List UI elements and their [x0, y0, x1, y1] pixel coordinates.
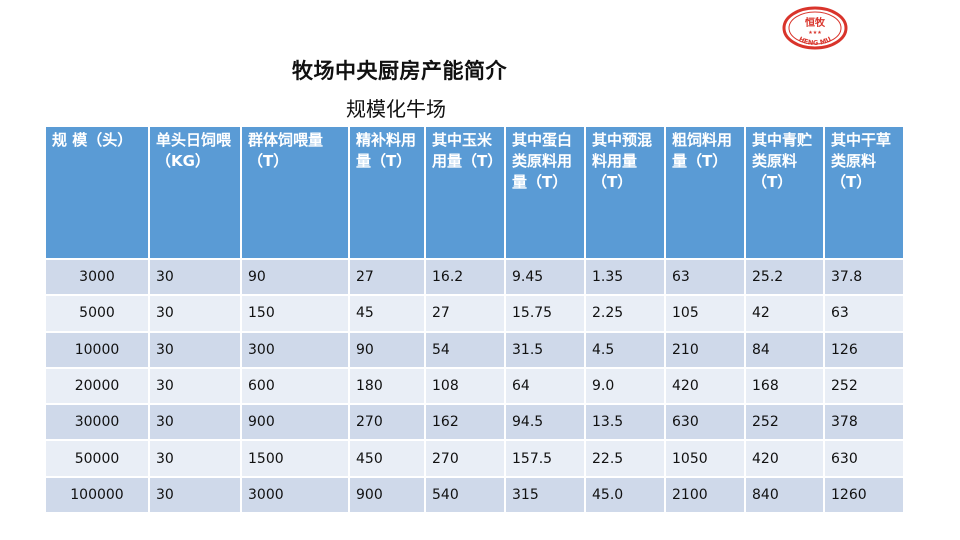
table-row: 5000 30 150 45 27 15.75 2.25 105 42 63	[44, 294, 905, 333]
table-cell: 31.5	[504, 330, 586, 369]
capacity-table: 规 模（头） 单头日饲喂（KG） 群体饲喂量（T） 精补料用量（T） 其中玉米用…	[44, 125, 905, 515]
table-cell: 27	[348, 257, 426, 297]
table-cell: 1260	[823, 475, 905, 515]
table-cell: 9.0	[584, 366, 666, 406]
table-row: 100000 30 3000 900 540 315 45.0 2100 840 1260	[44, 475, 905, 515]
table-cell: 15.75	[504, 294, 586, 333]
table-cell: 210	[664, 330, 746, 369]
table-cell: 16.2	[424, 257, 506, 297]
table-cell: 540	[424, 475, 506, 515]
table-cell: 63	[823, 294, 905, 333]
table-cell: 630	[823, 439, 905, 478]
table-cell: 180	[348, 366, 426, 406]
table-cell: 45.0	[584, 475, 666, 515]
table-cell: 300	[240, 330, 350, 369]
company-logo: 恒牧 ★★★ HENG MU	[782, 6, 848, 50]
table-cell: 105	[664, 294, 746, 333]
table-cell: 1500	[240, 439, 350, 478]
table-cell: 900	[348, 475, 426, 515]
table-cell: 30000	[44, 403, 150, 442]
table-cell: 30	[148, 475, 242, 515]
table-row: 30000 30 900 270 162 94.5 13.5 630 252 378	[44, 403, 905, 442]
table-cell: 100000	[44, 475, 150, 515]
table-cell: 30	[148, 366, 242, 406]
table-cell: 270	[424, 439, 506, 478]
table-row: 50000 30 1500 450 270 157.5 22.5 1050 420 630	[44, 439, 905, 478]
table-cell: 37.8	[823, 257, 905, 297]
table-row: 10000 30 300 90 54 31.5 4.5 210 84 126	[44, 330, 905, 369]
table-cell: 3000	[44, 257, 150, 297]
table-cell: 157.5	[504, 439, 586, 478]
table-cell: 5000	[44, 294, 150, 333]
table-cell: 45	[348, 294, 426, 333]
page-title: 牧场中央厨房产能简介	[292, 59, 507, 83]
table-cell: 64	[504, 366, 586, 406]
table-cell: 420	[744, 439, 825, 478]
table-cell: 94.5	[504, 403, 586, 442]
table-cell: 630	[664, 403, 746, 442]
table-cell: 900	[240, 403, 350, 442]
table-cell: 150	[240, 294, 350, 333]
table-cell: 30	[148, 403, 242, 442]
table-cell: 90	[348, 330, 426, 369]
table-cell: 840	[744, 475, 825, 515]
table-row: 3000 30 90 27 16.2 9.45 1.35 63 25.2 37.8	[44, 257, 905, 297]
table-cell: 30	[148, 294, 242, 333]
table-cell: 50000	[44, 439, 150, 478]
table-cell: 90	[240, 257, 350, 297]
table-cell: 30	[148, 330, 242, 369]
table-row: 20000 30 600 180 108 64 9.0 420 168 252	[44, 366, 905, 406]
column-header: 其中青贮类原料（T）	[744, 125, 825, 260]
table-cell: 20000	[44, 366, 150, 406]
table-cell: 27	[424, 294, 506, 333]
column-header: 其中干草类原料（T）	[823, 125, 905, 260]
table-cell: 168	[744, 366, 825, 406]
table-cell: 30	[148, 257, 242, 297]
table-cell: 162	[424, 403, 506, 442]
svg-text:HENG MU: HENG MU	[797, 35, 832, 47]
table-cell: 2100	[664, 475, 746, 515]
table-cell: 10000	[44, 330, 150, 369]
table-cell: 9.45	[504, 257, 586, 297]
table-cell: 450	[348, 439, 426, 478]
table-cell: 252	[823, 366, 905, 406]
table-cell: 1050	[664, 439, 746, 478]
table-cell: 42	[744, 294, 825, 333]
column-header: 精补料用量（T）	[348, 125, 426, 260]
table-cell: 30	[148, 439, 242, 478]
table-header-row: 规 模（头） 单头日饲喂（KG） 群体饲喂量（T） 精补料用量（T） 其中玉米用…	[44, 125, 905, 260]
column-header: 其中预混料用量（T）	[584, 125, 666, 260]
table-cell: 54	[424, 330, 506, 369]
table-cell: 600	[240, 366, 350, 406]
column-header: 粗饲料用量（T）	[664, 125, 746, 260]
column-header: 群体饲喂量（T）	[240, 125, 350, 260]
table-cell: 4.5	[584, 330, 666, 369]
table-cell: 13.5	[584, 403, 666, 442]
table-cell: 84	[744, 330, 825, 369]
table-cell: 378	[823, 403, 905, 442]
column-header: 单头日饲喂（KG）	[148, 125, 242, 260]
logo-stars: ★★★	[808, 30, 822, 36]
table-cell: 63	[664, 257, 746, 297]
table-cell: 420	[664, 366, 746, 406]
table-cell: 252	[744, 403, 825, 442]
logo-latin: HENG MU	[797, 35, 832, 47]
table-cell: 270	[348, 403, 426, 442]
column-header: 其中玉米用量（T）	[424, 125, 506, 260]
table-cell: 108	[424, 366, 506, 406]
table-cell: 315	[504, 475, 586, 515]
table-cell: 3000	[240, 475, 350, 515]
table-cell: 2.25	[584, 294, 666, 333]
logo-text: 恒牧	[805, 16, 826, 29]
column-header: 规 模（头）	[44, 125, 150, 260]
table-cell: 25.2	[744, 257, 825, 297]
table-cell: 1.35	[584, 257, 666, 297]
table-cell: 22.5	[584, 439, 666, 478]
table-cell: 126	[823, 330, 905, 369]
column-header: 其中蛋白类原料用量（T）	[504, 125, 586, 260]
page-subtitle: 规模化牛场	[346, 97, 446, 121]
